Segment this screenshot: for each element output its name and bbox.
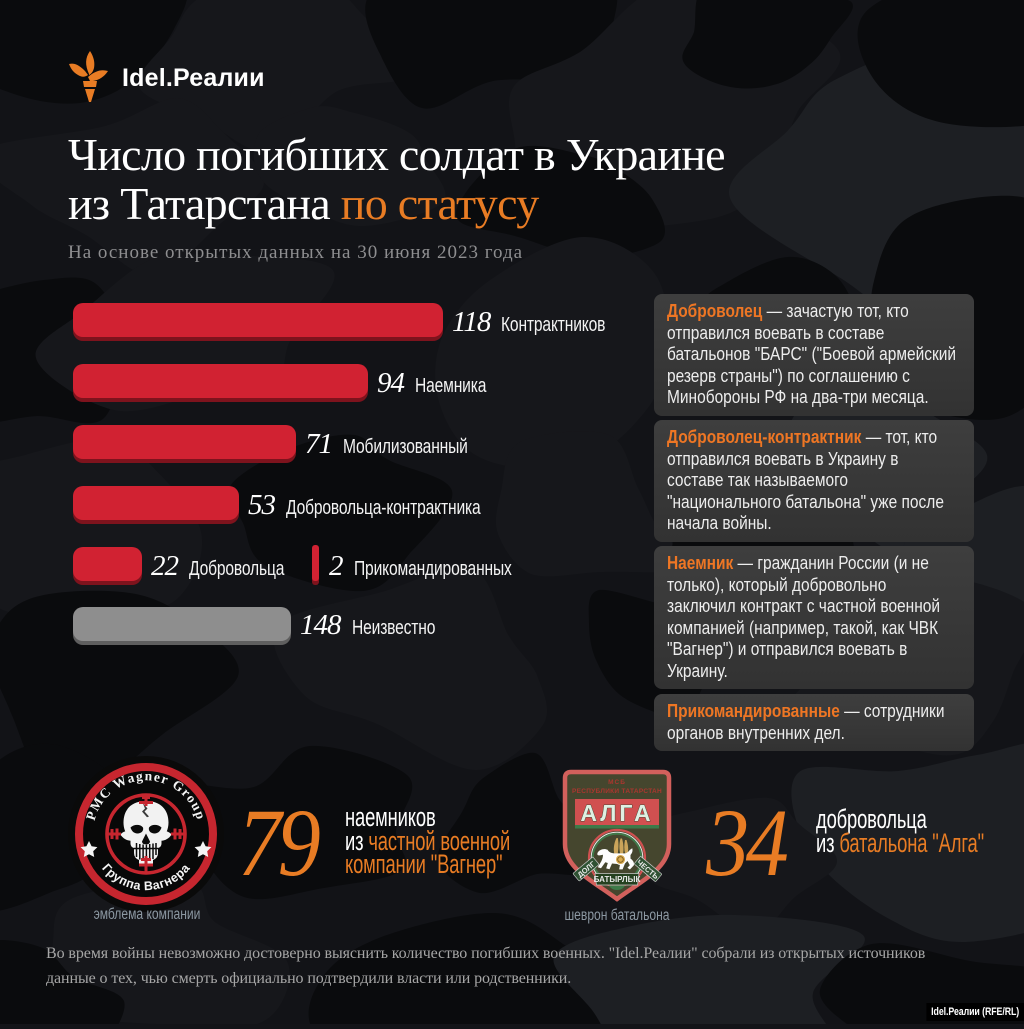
svg-text:БАТЫРЛЫК: БАТЫРЛЫК — [594, 875, 641, 884]
svg-text:АЛГА: АЛГА — [580, 800, 653, 826]
svg-text:МСБ: МСБ — [608, 779, 626, 786]
svg-text:РЕСПУБЛИКИ ТАТАРСТАН: РЕСПУБЛИКИ ТАТАРСТАН — [572, 788, 662, 795]
